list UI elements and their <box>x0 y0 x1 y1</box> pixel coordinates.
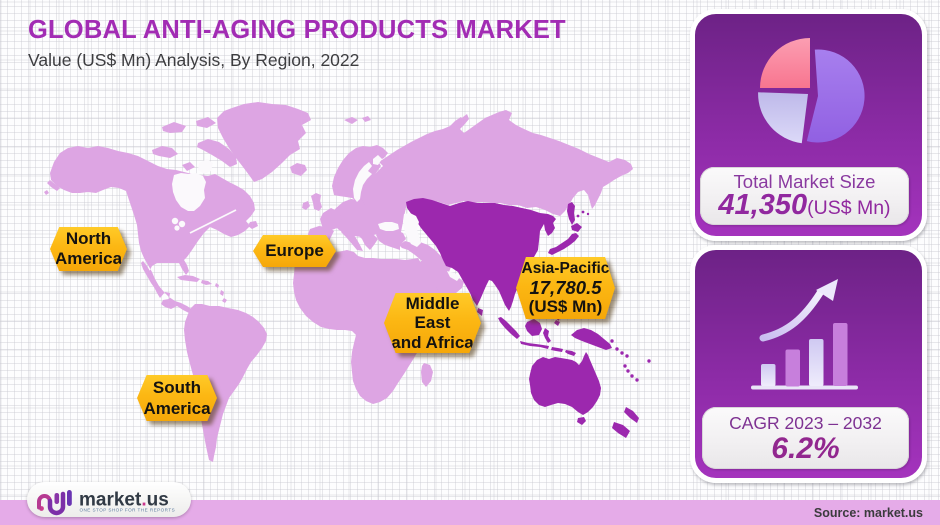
svg-text:ONE STOP SHOP FOR THE REPORTS: ONE STOP SHOP FOR THE REPORTS <box>80 508 176 513</box>
svg-text:market.us: market.us <box>79 490 169 511</box>
